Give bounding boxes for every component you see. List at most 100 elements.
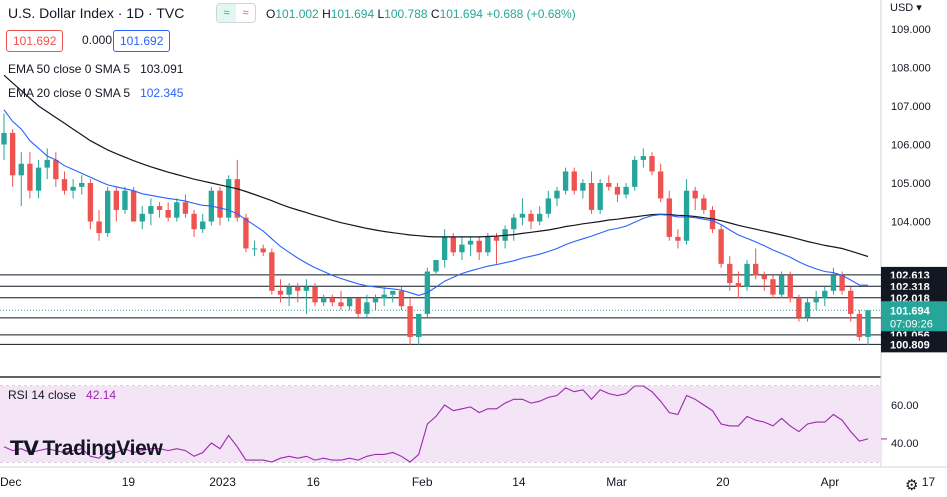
ema50-line	[3, 74, 869, 258]
candle-body	[554, 190, 560, 199]
candle	[217, 186, 223, 226]
candle	[269, 248, 275, 295]
candle-body	[105, 190, 111, 234]
candle-body	[511, 217, 517, 230]
candle-body	[433, 260, 439, 272]
tradingview-logo[interactable]: 𝗧𝗩 TradingView	[10, 436, 163, 461]
ohlc-readout: O101.002 H101.694 L100.788 C101.694 +0.6…	[266, 7, 576, 21]
price-tick-label: 108.000	[891, 63, 931, 75]
candle-body	[364, 302, 370, 314]
rsi-label: RSI 14 close	[8, 388, 77, 402]
candle-body	[640, 156, 647, 160]
candle-body	[588, 183, 595, 210]
candle-body	[18, 163, 24, 176]
candle-body	[761, 275, 767, 280]
candle-body	[830, 275, 837, 291]
tv-logo-icon: 𝗧𝗩	[10, 438, 39, 460]
candle	[122, 186, 128, 214]
symbol-title[interactable]: U.S. Dollar Index · 1D · TVC	[8, 5, 185, 21]
candle	[96, 209, 102, 241]
candle	[606, 175, 612, 191]
candle	[148, 198, 154, 226]
candle	[174, 198, 180, 222]
candle	[727, 256, 733, 291]
candle	[787, 271, 793, 303]
currency-label: USD	[890, 2, 914, 14]
candle	[70, 179, 76, 199]
candle-body	[476, 240, 482, 253]
candle	[692, 186, 698, 210]
candle	[381, 286, 387, 307]
candle-body	[225, 179, 232, 218]
rsi-line	[3, 385, 869, 463]
candle-body	[787, 275, 793, 299]
candle-body	[251, 248, 258, 250]
candle-body	[122, 190, 128, 210]
candle-body	[174, 202, 180, 218]
rsi-value: 42.14	[86, 388, 117, 402]
candle-body	[657, 171, 664, 199]
candle-body	[390, 290, 396, 295]
candle	[511, 213, 517, 241]
candle-body	[53, 159, 59, 180]
sell-price-button[interactable]: 101.692	[6, 30, 64, 52]
currency-selector[interactable]: USD ▾	[890, 2, 922, 14]
candle-body	[450, 236, 456, 253]
candle	[804, 298, 811, 322]
toggle-right-icon[interactable]: ≈	[242, 7, 249, 19]
price-tag-bg	[881, 336, 947, 353]
candle	[632, 156, 638, 191]
time-label: Apr	[821, 475, 840, 489]
candle-body	[597, 183, 603, 210]
candle-body	[9, 132, 16, 176]
candle-body	[675, 236, 681, 241]
candle	[200, 213, 206, 234]
candle-body	[269, 252, 275, 291]
candle	[657, 163, 664, 203]
candle-body	[200, 221, 206, 230]
candle-body	[338, 302, 344, 307]
ema20-legend[interactable]: EMA 20 close 0 SMA 5 102.345	[8, 86, 183, 100]
candle	[562, 167, 569, 195]
candle	[18, 152, 24, 207]
price-tick-label: 106.000	[891, 140, 931, 152]
time-label: 16	[307, 475, 321, 489]
toggle-left-icon[interactable]: ≈	[217, 4, 236, 22]
ema50-legend[interactable]: EMA 50 close 0 SMA 5 103.091	[8, 62, 183, 76]
candle	[372, 294, 379, 311]
candle	[545, 190, 551, 218]
candle	[554, 186, 560, 207]
candle-body	[61, 179, 68, 191]
candle	[35, 159, 42, 199]
candle-body	[813, 298, 819, 303]
candle-body	[182, 202, 189, 214]
candle-body	[796, 298, 802, 318]
candle	[191, 209, 197, 237]
candle	[856, 310, 863, 341]
candle-body	[623, 186, 629, 195]
candle-body	[130, 190, 137, 222]
candle-body	[735, 283, 742, 287]
candle	[519, 198, 526, 226]
settings-gear-icon[interactable]: ⚙	[905, 477, 919, 494]
brand-name: TradingView	[42, 436, 163, 460]
candle	[182, 194, 189, 218]
candle-body	[165, 209, 171, 218]
candle	[295, 283, 301, 303]
candle	[459, 236, 465, 260]
candle-body	[744, 263, 750, 287]
rsi-legend[interactable]: RSI 14 close 42.14	[8, 388, 116, 402]
candle	[796, 294, 802, 322]
price-tick-label: 105.000	[891, 178, 931, 190]
ema20-value: 102.345	[140, 86, 184, 100]
candle-body	[778, 275, 785, 295]
candle	[640, 148, 647, 168]
price-tag: 100.809	[881, 336, 947, 353]
display-toggle[interactable]: ≈ ≈	[216, 3, 256, 23]
time-label: 19	[122, 475, 136, 489]
buy-price-button[interactable]: 101.692	[113, 30, 171, 52]
candle-body	[312, 286, 318, 303]
candle	[865, 310, 871, 346]
candle-body	[372, 298, 379, 303]
